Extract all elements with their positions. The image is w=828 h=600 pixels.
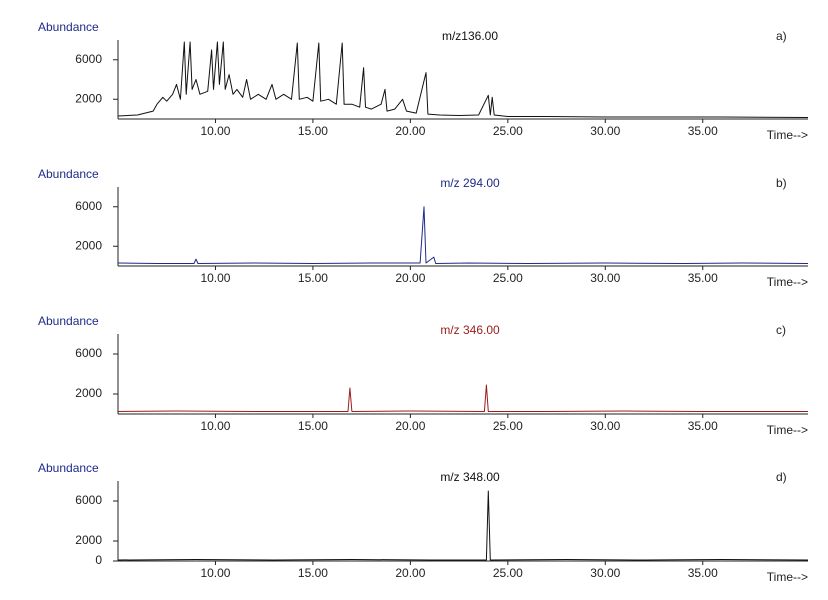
panel-title: m/z136.00 [442,29,498,43]
x-tick-label: 15.00 [298,419,328,433]
x-tick-label: 20.00 [395,271,425,285]
y-tick-label: 2000 [75,386,102,400]
x-tick-label: 20.00 [395,419,425,433]
x-tick-label: 10.00 [200,124,230,138]
x-axis-label: Time--> [767,570,808,584]
panel-title: m/z 294.00 [440,176,500,190]
x-tick-label: 30.00 [590,419,620,433]
x-tick-label: 35.00 [688,271,718,285]
x-tick-label: 30.00 [590,271,620,285]
y-axis-label: Abundance [38,167,99,181]
x-tick-label: 15.00 [298,271,328,285]
x-tick-label: 20.00 [395,566,425,580]
y-tick-label: 6000 [75,199,102,213]
x-axis-label: Time--> [767,128,808,142]
panel-label: c) [776,323,786,337]
y-axis-label: Abundance [38,314,99,328]
x-tick-label: 15.00 [298,566,328,580]
x-tick-label: 10.00 [200,271,230,285]
x-tick-label: 15.00 [298,124,328,138]
x-tick-label: 30.00 [590,124,620,138]
panel-title: m/z 346.00 [440,323,500,337]
y-tick-label: 2000 [75,91,102,105]
y-axis-label: Abundance [38,461,99,475]
chromatogram-line [117,41,809,118]
x-tick-label: 25.00 [493,124,523,138]
chromatogram-line [117,490,809,561]
chromatogram-line [117,206,809,264]
y-axis-label: Abundance [38,20,99,34]
x-axis-label: Time--> [767,275,808,289]
x-tick-label: 30.00 [590,566,620,580]
x-axis-label: Time--> [767,423,808,437]
panel-label: a) [776,29,787,43]
panel-title: m/z 348.00 [440,470,500,484]
x-tick-label: 20.00 [395,124,425,138]
x-tick-label: 35.00 [688,419,718,433]
x-tick-label: 25.00 [493,566,523,580]
panel-label: d) [776,470,787,484]
panel-label: b) [776,176,787,190]
y-tick-label: 6000 [75,493,102,507]
x-tick-label: 10.00 [200,566,230,580]
x-tick-label: 35.00 [688,566,718,580]
y-tick-label: 2000 [75,533,102,547]
x-tick-label: 35.00 [688,124,718,138]
x-tick-label: 25.00 [493,419,523,433]
y-tick-label: 6000 [75,346,102,360]
y-tick-label: 0 [95,553,102,567]
chromatogram-line [117,384,808,412]
y-tick-label: 6000 [75,52,102,66]
x-tick-label: 10.00 [200,419,230,433]
y-tick-label: 2000 [75,238,102,252]
x-tick-label: 25.00 [493,271,523,285]
